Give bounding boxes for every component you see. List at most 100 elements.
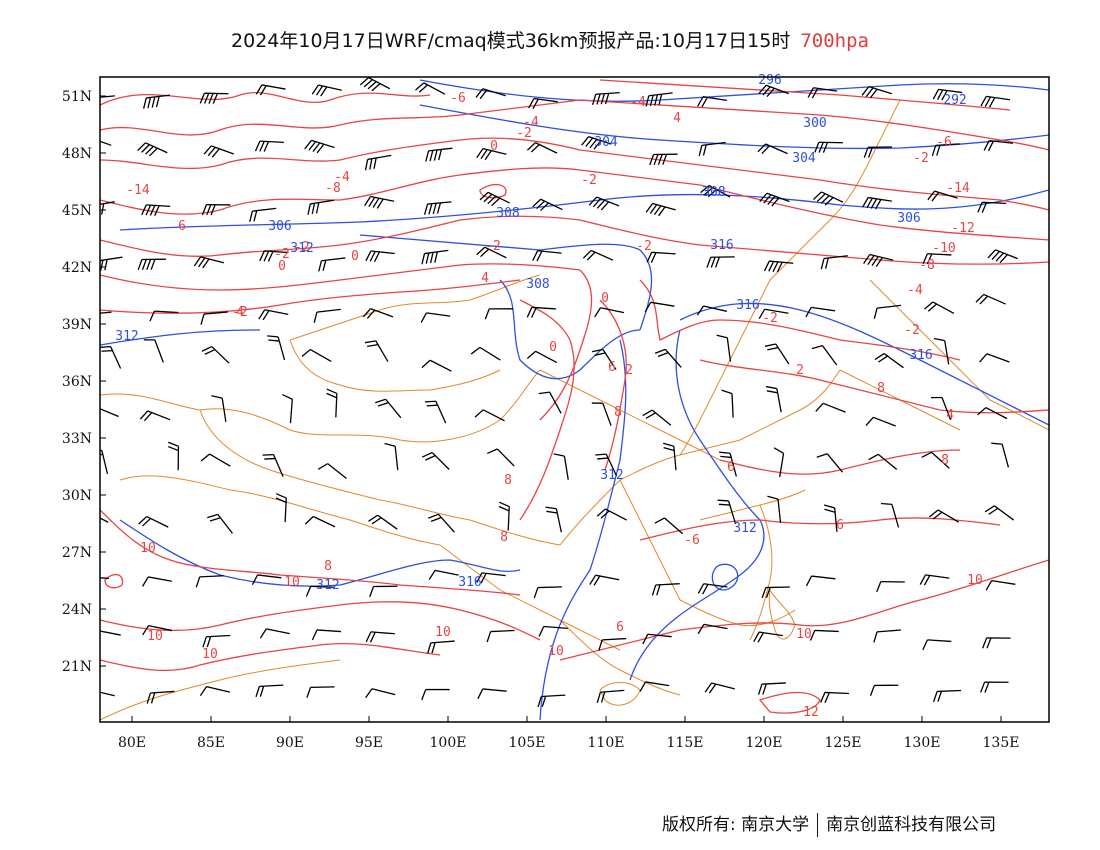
title-level: 700hpa <box>800 30 869 52</box>
wind-barb <box>365 631 395 643</box>
temp-contour-label: -2 <box>913 151 929 166</box>
wind-barb <box>869 684 899 696</box>
wind-barb <box>876 580 905 593</box>
wind-barb <box>146 690 175 704</box>
wind-barb <box>195 575 224 588</box>
wind-barb <box>930 396 952 421</box>
temp-contour-label: -4 <box>523 115 539 130</box>
temp-contour-label: -2 <box>485 239 501 254</box>
height-contour-label: 312 <box>733 521 756 536</box>
temp-contour-label: 8 <box>614 405 622 420</box>
temp-contour-label: 8 <box>941 453 949 468</box>
wind-barb <box>201 345 230 364</box>
wind-barb <box>757 143 788 155</box>
wind-barb <box>200 311 228 325</box>
temp-contour-label: 6 <box>616 620 624 635</box>
wind-barb <box>553 453 569 480</box>
wind-barb <box>421 688 450 701</box>
lon-label-95E: 95E <box>355 735 383 751</box>
wind-barb <box>758 84 789 97</box>
wind-barb <box>807 87 838 99</box>
temp-contour-label: -6 <box>936 135 952 150</box>
wind-barb <box>258 309 289 321</box>
footer-separator <box>817 813 819 837</box>
temp-contour-label: 12 <box>803 705 819 720</box>
temp-contour-label: 4 <box>946 408 954 423</box>
wind-barb <box>100 311 112 314</box>
wind-barb <box>805 306 836 318</box>
wind-barb <box>591 348 617 370</box>
wind-barb <box>812 191 844 206</box>
temp-contour-label: -8 <box>919 258 935 273</box>
wind-barb <box>428 569 459 581</box>
temp-contour-label: 8 <box>877 381 885 396</box>
wind-barb <box>596 689 625 704</box>
wind-barb <box>306 686 335 698</box>
temp-contour-label: -6 <box>450 91 466 106</box>
lat-label-51N: 51N <box>62 89 92 105</box>
wind-barb <box>761 586 790 599</box>
wind-barb <box>873 629 901 643</box>
wind-barb <box>868 453 898 471</box>
latitude-labels: 51N 48N 45N 42N 39N 36N 33N 30N 27N 24N 21N <box>62 89 92 675</box>
wind-barb <box>259 250 289 262</box>
lon-label-100E: 100E <box>430 735 467 751</box>
wind-barb <box>200 453 231 467</box>
wind-barb <box>927 190 958 202</box>
wind-barb <box>476 147 507 161</box>
wind-barb <box>933 337 950 365</box>
wind-barb <box>983 139 1014 152</box>
wind-barb <box>922 253 952 265</box>
wind-barb <box>805 575 836 587</box>
wind-barb <box>532 250 562 262</box>
wind-barb <box>100 201 115 215</box>
wind-barb <box>758 308 789 320</box>
wind-barb <box>814 141 843 153</box>
wind-barb <box>654 348 682 368</box>
temp-contour-label: 4 <box>236 305 244 320</box>
temp-contour-label: -2 <box>762 311 778 326</box>
height-contour-label: 296 <box>758 73 781 88</box>
wind-barb <box>533 586 562 599</box>
lon-label-120E: 120E <box>746 735 783 751</box>
wind-barb <box>282 393 293 424</box>
wind-barb <box>479 191 510 207</box>
wind-barb <box>211 395 227 422</box>
temp-contour-label: 8 <box>500 530 508 545</box>
height-contour-label: 304 <box>594 135 618 150</box>
wind-barb <box>193 256 225 269</box>
wind-barb <box>203 145 235 158</box>
wind-barb <box>275 493 287 523</box>
temp-contour-label: -2 <box>294 240 310 255</box>
height-contour-label: 292 <box>943 93 966 108</box>
wind-barb <box>311 629 342 641</box>
wind-barb <box>977 201 1007 213</box>
wind-barb <box>863 146 893 158</box>
wind-barb <box>365 250 395 262</box>
temp-contour-label: 6 <box>608 360 616 375</box>
wind-barb <box>929 509 960 523</box>
lon-label-105E: 105E <box>509 735 546 751</box>
temp-contour-label: 8 <box>324 559 332 574</box>
wind-barb <box>141 204 171 216</box>
wind-barb <box>420 312 451 323</box>
lat-label-42N: 42N <box>62 260 92 276</box>
wind-barb <box>142 94 171 109</box>
temp-contour-label: 10 <box>548 644 564 659</box>
temp-contour-label: -12 <box>951 221 974 236</box>
wind-barb <box>921 451 950 469</box>
wind-barb <box>880 502 900 528</box>
wind-barb <box>645 92 673 107</box>
wind-barb <box>255 84 286 96</box>
temp-contour-label: 2 <box>625 363 633 378</box>
wind-barb <box>421 359 452 372</box>
wind-barb <box>427 640 455 654</box>
temp-contour-label: 10 <box>284 575 300 590</box>
wind-barb <box>588 196 620 211</box>
wind-barb <box>526 350 558 364</box>
temp-contour-label: 6 <box>727 460 735 475</box>
wind-barb <box>207 513 233 534</box>
wind-barb <box>651 583 680 596</box>
map-plot-area <box>100 77 1049 721</box>
